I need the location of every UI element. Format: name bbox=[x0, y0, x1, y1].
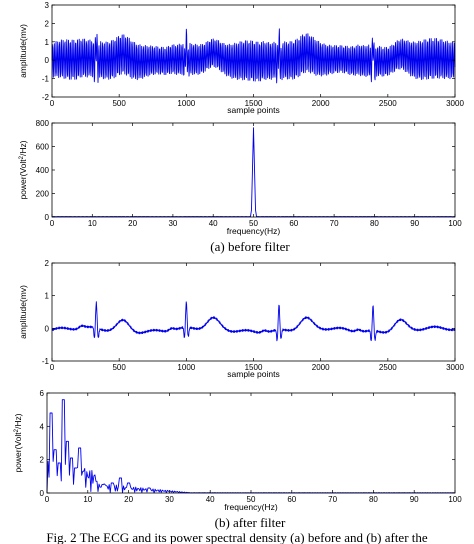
x-tick-label: 1500 bbox=[245, 99, 263, 108]
x-tick-label: 10 bbox=[88, 219, 97, 228]
plot-frame bbox=[51, 4, 456, 98]
x-tick-label: 2000 bbox=[312, 363, 330, 372]
y-tick-label: 6 bbox=[40, 389, 45, 398]
x-tick-label: 2500 bbox=[379, 99, 397, 108]
x-tick-label: 70 bbox=[328, 495, 337, 504]
x-tick-label: 30 bbox=[168, 219, 177, 228]
x-tick-label: 50 bbox=[247, 495, 256, 504]
y-tick-label: 0 bbox=[45, 324, 50, 333]
y-tick-label: 3 bbox=[45, 1, 50, 10]
y-axis-label: amplitude(mv) bbox=[18, 24, 28, 78]
y-axis-label: power(Volt2/Hz) bbox=[13, 413, 23, 472]
y-tick-label: 1 bbox=[45, 38, 50, 47]
x-tick-label: 80 bbox=[369, 495, 378, 504]
x-axis-label: sample points bbox=[227, 369, 279, 379]
x-axis-label: frequency(Hz) bbox=[224, 502, 278, 512]
x-tick-label: 1000 bbox=[177, 363, 195, 372]
y-tick-label: 1 bbox=[45, 292, 50, 301]
x-tick-label: 40 bbox=[209, 219, 218, 228]
y-tick-label: 2 bbox=[45, 259, 50, 268]
y-tick-label: 0 bbox=[40, 489, 45, 498]
x-tick-label: 30 bbox=[165, 495, 174, 504]
y-tick-label: 0 bbox=[45, 213, 50, 222]
series-line bbox=[51, 301, 456, 342]
y-tick-label: 4 bbox=[40, 422, 45, 431]
x-tick-label: 500 bbox=[112, 363, 126, 372]
x-tick-label: 40 bbox=[206, 495, 215, 504]
x-tick-label: 100 bbox=[448, 495, 462, 504]
x-tick-label: 1500 bbox=[245, 363, 263, 372]
panel-a-psd: 0 10 20 30 40 50 60 70 80 90 100 0 200 400 600 800 frequ… bbox=[18, 119, 462, 236]
x-tick-label: 80 bbox=[370, 219, 379, 228]
y-tick-label: -2 bbox=[42, 93, 50, 102]
y-tick-label: 800 bbox=[36, 119, 50, 128]
x-tick-label: 90 bbox=[410, 495, 419, 504]
panel-a-ecg-raw: 0 500 1000 1500 2000 2500 3000 -2 -1 0 1 2 3 sample p… bbox=[18, 1, 464, 115]
x-tick-label: 0 bbox=[50, 363, 55, 372]
x-tick-label: 60 bbox=[287, 495, 296, 504]
y-tick-label: 2 bbox=[45, 19, 50, 28]
y-tick-label: 2 bbox=[40, 456, 45, 465]
x-tick-label: 20 bbox=[128, 219, 137, 228]
x-axis-label: sample points bbox=[227, 105, 279, 115]
x-tick-label: 2000 bbox=[312, 99, 330, 108]
y-tick-label: -1 bbox=[42, 75, 50, 84]
x-tick-label: 0 bbox=[45, 495, 50, 504]
y-tick-label: 200 bbox=[36, 190, 50, 199]
panel-b-psd: 0 10 20 30 40 50 60 70 80 90 100 0 2 4 6 frequency(Hz) p… bbox=[13, 389, 462, 512]
series-line bbox=[51, 28, 456, 84]
x-tick-label: 0 bbox=[50, 219, 55, 228]
caption-a: (a) before filter bbox=[210, 239, 290, 254]
y-tick-label: 0 bbox=[45, 56, 50, 65]
y-tick-label: -1 bbox=[42, 357, 50, 366]
y-axis-label: power(Volt2/Hz) bbox=[18, 140, 28, 199]
plot-frame bbox=[46, 392, 456, 494]
x-tick-label: 90 bbox=[410, 219, 419, 228]
x-tick-label: 0 bbox=[50, 99, 55, 108]
x-tick-label: 2500 bbox=[379, 363, 397, 372]
x-axis-label: frequency(Hz) bbox=[227, 226, 281, 236]
x-tick-label: 20 bbox=[124, 495, 133, 504]
plot-frame bbox=[51, 262, 456, 362]
x-tick-label: 60 bbox=[289, 219, 298, 228]
y-tick-label: 600 bbox=[36, 143, 50, 152]
x-tick-label: 1000 bbox=[177, 99, 195, 108]
x-tick-label: 3000 bbox=[446, 99, 464, 108]
x-tick-label: 500 bbox=[112, 99, 126, 108]
x-tick-label: 50 bbox=[249, 219, 258, 228]
caption-b: (b) after filter bbox=[215, 515, 286, 530]
x-tick-label: 10 bbox=[83, 495, 92, 504]
x-tick-label: 3000 bbox=[446, 363, 464, 372]
y-tick-label: 400 bbox=[36, 166, 50, 175]
series-line bbox=[46, 399, 456, 494]
x-tick-label: 100 bbox=[448, 219, 462, 228]
series-line bbox=[51, 127, 456, 218]
figure-caption: Fig. 2 The ECG and its power spectral de… bbox=[46, 530, 428, 544]
x-tick-label: 70 bbox=[330, 219, 339, 228]
y-axis-label: amplitude(mv) bbox=[18, 285, 28, 339]
